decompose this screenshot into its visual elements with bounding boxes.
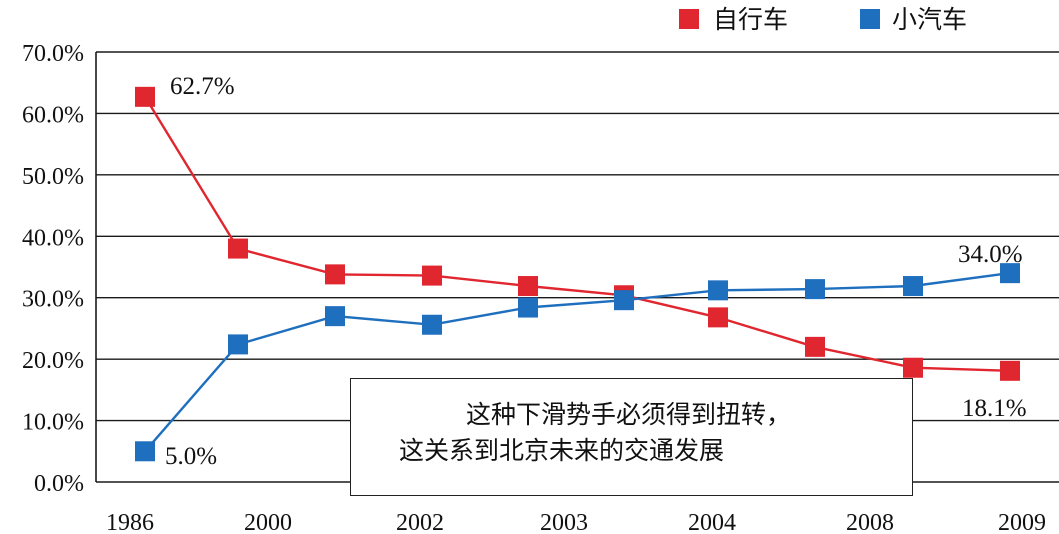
y-tick-label: 10.0% [22, 410, 84, 436]
y-axis-ticks: 0.0% 10.0% 20.0% 30.0% 40.0% 50.0% 60.0% 70.0% [22, 41, 84, 497]
marker-car [135, 441, 155, 462]
y-tick-label: 0.0% [34, 471, 84, 497]
x-tick-label: 1986 [106, 510, 154, 534]
data-labels: 62.7% 5.0% 34.0% 18.1% [165, 73, 1027, 470]
data-label-bicycle-1986: 62.7% [170, 73, 235, 100]
marker-car [614, 290, 634, 311]
marker-bicycle [903, 357, 923, 378]
marker-bicycle [518, 276, 538, 297]
marker-car [518, 297, 538, 318]
marker-bicycle [1000, 360, 1020, 381]
x-tick-label: 2008 [846, 510, 894, 534]
marker-car [903, 276, 923, 297]
annotation-line-1: 这种下滑势手必须得到扭转， [466, 400, 792, 429]
marker-car [422, 314, 442, 335]
x-tick-label: 2002 [396, 510, 444, 534]
series-markers [135, 86, 1020, 462]
x-tick-label: 2000 [244, 510, 292, 534]
data-label-bicycle-2009: 18.1% [962, 395, 1027, 422]
legend: 自行车 小汽车 [679, 5, 967, 34]
marker-bicycle [422, 265, 442, 286]
x-tick-label: 2003 [540, 510, 588, 534]
legend-swatch-bicycle [679, 9, 699, 29]
annotation-box: 这种下滑势手必须得到扭转， 这关系到北京未来的交通发展 [350, 378, 913, 496]
marker-bicycle [135, 86, 155, 107]
series-line-bicycle [143, 96, 1011, 372]
series-line-car [144, 271, 1011, 453]
marker-car [805, 279, 825, 300]
legend-swatch-car [860, 9, 880, 29]
legend-label-bicycle: 自行车 [713, 5, 788, 34]
marker-bicycle [708, 307, 728, 328]
y-tick-label: 30.0% [22, 287, 84, 313]
marker-bicycle [805, 336, 825, 357]
x-tick-label: 2009 [998, 510, 1046, 534]
legend-label-car: 小汽车 [892, 5, 967, 34]
y-tick-label: 50.0% [22, 164, 84, 190]
y-tick-label: 40.0% [22, 225, 84, 251]
marker-bicycle [228, 238, 248, 259]
marker-bicycle [325, 264, 345, 285]
y-tick-label: 70.0% [22, 41, 84, 67]
marker-car [708, 280, 728, 301]
annotation-line-2: 这关系到北京未来的交通发展 [399, 436, 725, 465]
marker-car [1000, 263, 1020, 284]
y-tick-label: 60.0% [22, 102, 84, 128]
marker-car [325, 306, 345, 327]
marker-car [228, 334, 248, 355]
data-label-car-1986: 5.0% [165, 443, 217, 470]
series-lines [143, 96, 1011, 453]
x-axis-ticks: 1986 2000 2002 2003 2004 2008 2009 [106, 510, 1046, 534]
x-tick-label: 2004 [688, 510, 736, 534]
y-tick-label: 20.0% [22, 348, 84, 374]
data-label-car-2009: 34.0% [958, 241, 1023, 268]
